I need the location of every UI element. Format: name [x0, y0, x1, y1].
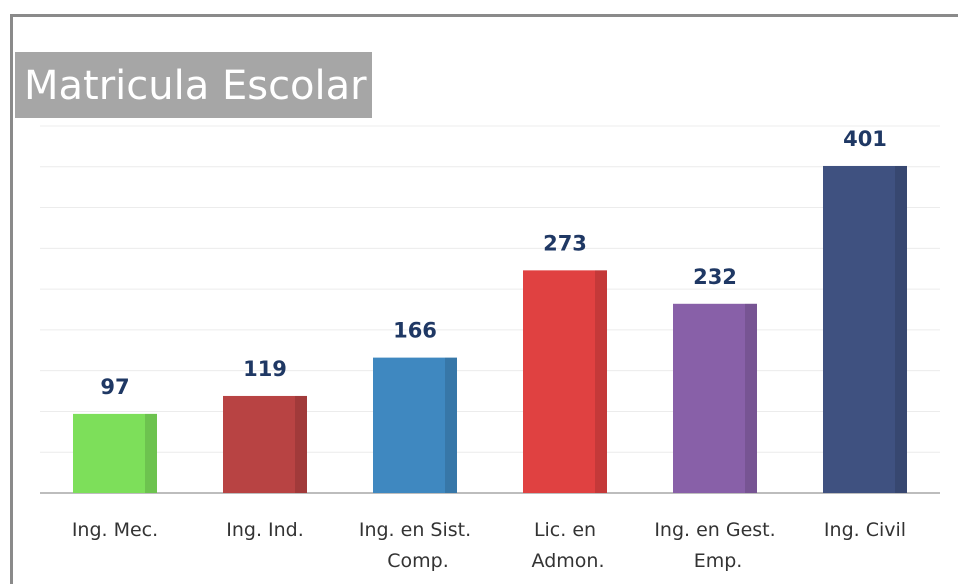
bar-shade — [145, 413, 157, 493]
bar — [673, 303, 757, 493]
x-tick-label: Ing. Ind. — [226, 519, 304, 541]
bar — [223, 395, 307, 493]
x-tick-label: Ing. en Gest. Emp. — [654, 519, 775, 572]
bar-shade — [595, 270, 607, 493]
bar-shade — [445, 357, 457, 493]
bar-shade — [295, 395, 307, 493]
value-label: 166 — [393, 319, 437, 343]
x-tick-label: Lic. en Admon. — [526, 519, 605, 572]
x-tick-label: Ing. Civil — [824, 519, 906, 541]
frame — [10, 14, 958, 584]
bar — [523, 270, 607, 493]
bar-shade — [745, 303, 757, 493]
bar — [823, 165, 907, 493]
title-box — [15, 52, 372, 118]
bar — [73, 413, 157, 493]
value-label: 232 — [693, 265, 737, 289]
bar-shade — [895, 165, 907, 493]
x-tick-label: Ing. Mec. — [72, 519, 158, 541]
bar — [373, 357, 457, 493]
x-tick-label: Ing. en Sist. Comp. — [359, 519, 471, 572]
value-label: 273 — [543, 231, 587, 255]
value-label: 401 — [843, 127, 887, 151]
chart-title: Matricula Escolar — [24, 63, 367, 109]
value-label: 97 — [100, 375, 129, 399]
value-label: 119 — [243, 357, 287, 381]
